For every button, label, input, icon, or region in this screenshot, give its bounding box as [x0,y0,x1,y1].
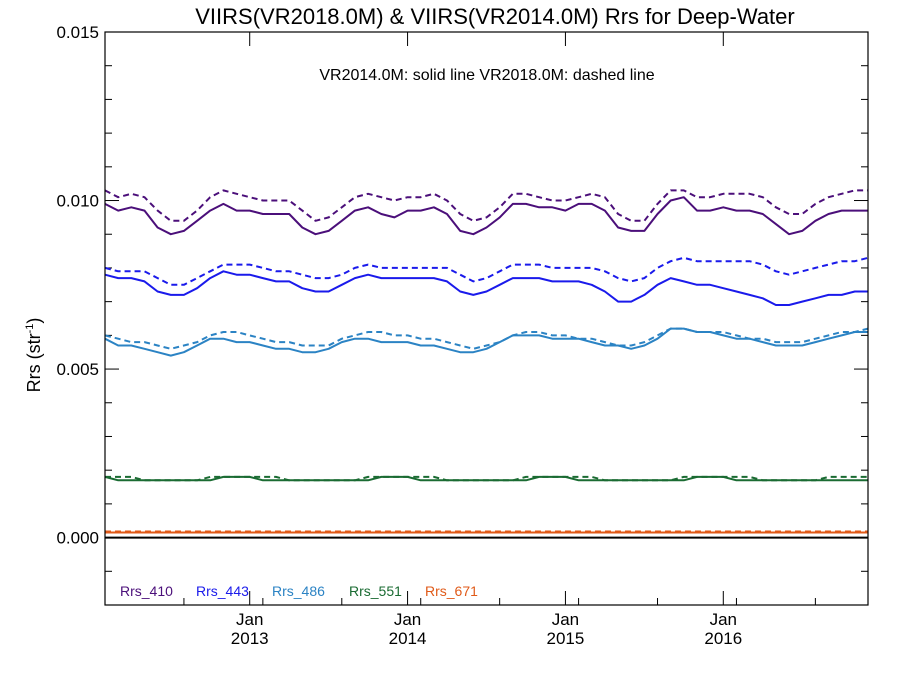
chart-title: VIIRS(VR2018.0M) & VIIRS(VR2014.0M) Rrs … [195,4,794,29]
y-axis-label-main: Rrs (str [24,333,44,392]
x-tick-year-label: 2015 [547,629,585,648]
series-line-rrs-486 [104,327,868,357]
x-tick-year-label: 2014 [389,629,427,648]
y-axis: 0.000 0.005 0.010 0.015 [56,23,868,606]
legend-entry-rrs-486: Rrs_486 [272,583,325,599]
legend: Rrs_410 Rrs_443 Rrs_486 Rrs_551 Rrs_671 [120,583,478,599]
y-axis-label: Rrs (str-1) [24,318,44,393]
line-style-annotation: VR2014.0M: solid line VR2018.0M: dashed … [319,67,654,84]
y-tick-label: 0.010 [56,192,99,211]
series-line-rrs-486-vr2018-0m [104,327,869,350]
series-line-rrs-443 [104,270,868,306]
x-tick-month-label: Jan [710,610,737,629]
series-line-rrs-443-vr2018-0m [104,256,869,286]
y-tick-label: 0.015 [56,23,99,42]
x-tick-month-label: Jan [394,610,421,629]
y-tick-label: 0.000 [56,529,99,548]
legend-entry-rrs-551: Rrs_551 [349,583,402,599]
series-line-rrs-410 [104,196,868,236]
legend-entry-rrs-410: Rrs_410 [120,583,173,599]
legend-entry-rrs-671: Rrs_671 [425,583,478,599]
series-layer [104,189,869,539]
series-line-rrs-551-vr2018-0m [105,475,868,482]
x-tick-month-label: Jan [552,610,579,629]
y-axis-label-superscript: -1 [24,324,36,334]
x-tick-year-label: 2013 [231,629,269,648]
x-tick-month-label: Jan [236,610,263,629]
legend-entry-rrs-443: Rrs_443 [196,583,249,599]
x-tick-year-label: 2016 [704,629,742,648]
series-line-rrs-410-vr2018-0m [104,189,868,222]
y-axis-label-close: ) [24,318,44,324]
plot-frame [104,31,869,606]
y-tick-label: 0.005 [56,360,99,379]
